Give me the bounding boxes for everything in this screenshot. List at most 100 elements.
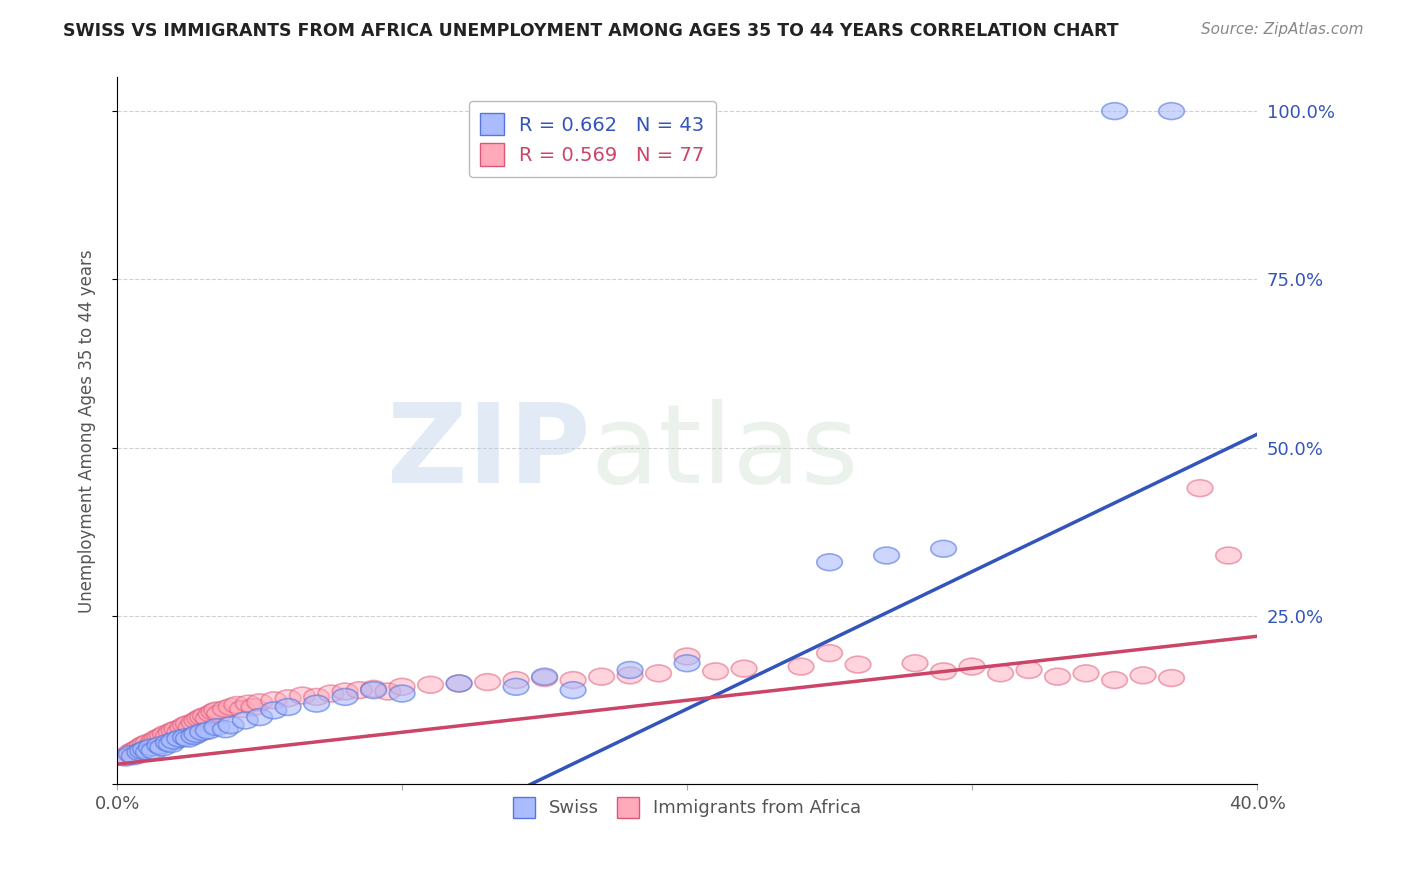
Ellipse shape — [247, 694, 273, 711]
Ellipse shape — [112, 747, 138, 764]
Ellipse shape — [142, 742, 167, 759]
Ellipse shape — [617, 662, 643, 679]
Ellipse shape — [173, 729, 198, 746]
Ellipse shape — [159, 736, 184, 753]
Ellipse shape — [675, 648, 700, 665]
Ellipse shape — [212, 721, 238, 738]
Ellipse shape — [988, 665, 1014, 681]
Ellipse shape — [304, 695, 329, 712]
Ellipse shape — [156, 734, 181, 751]
Ellipse shape — [346, 681, 373, 698]
Ellipse shape — [731, 660, 756, 677]
Ellipse shape — [1187, 480, 1213, 497]
Ellipse shape — [118, 744, 145, 761]
Ellipse shape — [118, 746, 145, 763]
Ellipse shape — [184, 712, 209, 729]
Ellipse shape — [247, 708, 273, 725]
Ellipse shape — [675, 655, 700, 672]
Ellipse shape — [1130, 667, 1156, 684]
Ellipse shape — [150, 739, 176, 756]
Ellipse shape — [589, 668, 614, 685]
Ellipse shape — [645, 665, 672, 681]
Ellipse shape — [224, 697, 250, 714]
Ellipse shape — [138, 739, 165, 756]
Ellipse shape — [446, 675, 472, 692]
Ellipse shape — [184, 725, 209, 742]
Ellipse shape — [195, 723, 221, 739]
Ellipse shape — [1045, 668, 1070, 685]
Ellipse shape — [132, 741, 159, 758]
Ellipse shape — [190, 708, 215, 725]
Ellipse shape — [176, 715, 201, 732]
Ellipse shape — [389, 679, 415, 695]
Ellipse shape — [873, 547, 900, 564]
Ellipse shape — [703, 663, 728, 680]
Ellipse shape — [1216, 547, 1241, 564]
Text: ZIP: ZIP — [387, 399, 591, 506]
Ellipse shape — [201, 703, 226, 720]
Ellipse shape — [531, 668, 557, 685]
Ellipse shape — [129, 742, 156, 759]
Ellipse shape — [931, 541, 956, 558]
Ellipse shape — [475, 673, 501, 690]
Ellipse shape — [121, 747, 148, 764]
Ellipse shape — [560, 672, 586, 689]
Ellipse shape — [361, 681, 387, 698]
Ellipse shape — [332, 683, 359, 700]
Ellipse shape — [446, 675, 472, 692]
Ellipse shape — [959, 658, 984, 675]
Ellipse shape — [789, 658, 814, 675]
Ellipse shape — [150, 728, 176, 744]
Ellipse shape — [1159, 103, 1184, 120]
Ellipse shape — [135, 744, 162, 761]
Ellipse shape — [218, 698, 243, 715]
Ellipse shape — [145, 731, 170, 747]
Ellipse shape — [121, 742, 148, 759]
Ellipse shape — [229, 700, 256, 717]
Text: atlas: atlas — [591, 399, 859, 506]
Ellipse shape — [212, 700, 238, 717]
Ellipse shape — [503, 679, 529, 695]
Ellipse shape — [817, 645, 842, 662]
Ellipse shape — [617, 667, 643, 684]
Ellipse shape — [389, 685, 415, 702]
Ellipse shape — [531, 670, 557, 687]
Ellipse shape — [190, 723, 215, 740]
Ellipse shape — [318, 685, 343, 702]
Ellipse shape — [207, 706, 232, 723]
Ellipse shape — [127, 744, 153, 761]
Ellipse shape — [135, 734, 162, 751]
Ellipse shape — [235, 695, 262, 712]
Ellipse shape — [1073, 665, 1099, 681]
Ellipse shape — [170, 719, 195, 736]
Ellipse shape — [262, 692, 287, 708]
Ellipse shape — [153, 725, 179, 742]
Ellipse shape — [167, 723, 193, 740]
Ellipse shape — [276, 690, 301, 706]
Ellipse shape — [176, 731, 201, 747]
Ellipse shape — [1017, 662, 1042, 679]
Ellipse shape — [159, 723, 184, 740]
Ellipse shape — [204, 719, 229, 736]
Ellipse shape — [187, 710, 212, 727]
Ellipse shape — [845, 657, 870, 673]
Ellipse shape — [179, 719, 204, 736]
Ellipse shape — [124, 741, 150, 758]
Text: SWISS VS IMMIGRANTS FROM AFRICA UNEMPLOYMENT AMONG AGES 35 TO 44 YEARS CORRELATI: SWISS VS IMMIGRANTS FROM AFRICA UNEMPLOY… — [63, 22, 1119, 40]
Ellipse shape — [560, 681, 586, 698]
Ellipse shape — [173, 717, 198, 733]
Ellipse shape — [332, 689, 359, 706]
Ellipse shape — [132, 736, 159, 753]
Ellipse shape — [129, 737, 156, 754]
Ellipse shape — [204, 702, 229, 719]
Ellipse shape — [276, 698, 301, 715]
Y-axis label: Unemployment Among Ages 35 to 44 years: Unemployment Among Ages 35 to 44 years — [79, 249, 96, 613]
Ellipse shape — [181, 728, 207, 744]
Ellipse shape — [148, 729, 173, 746]
Ellipse shape — [142, 732, 167, 749]
Ellipse shape — [162, 723, 187, 739]
Legend: Swiss, Immigrants from Africa: Swiss, Immigrants from Africa — [506, 789, 869, 825]
Ellipse shape — [138, 737, 165, 754]
Ellipse shape — [375, 683, 401, 700]
Ellipse shape — [181, 714, 207, 731]
